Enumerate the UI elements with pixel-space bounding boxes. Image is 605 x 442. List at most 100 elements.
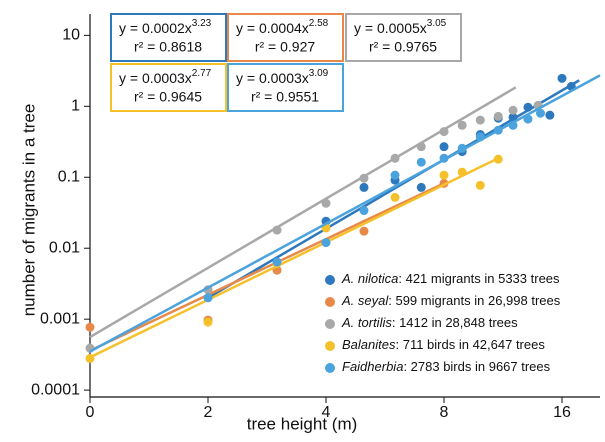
data-point — [508, 112, 518, 122]
legend-detail: : 421 migrants in 5333 trees — [398, 271, 560, 286]
data-point — [272, 257, 282, 267]
data-point — [493, 111, 503, 121]
data-point — [321, 238, 331, 248]
r-squared: r² = 0.927 — [255, 39, 316, 55]
y-tick-label: 1 — [71, 98, 80, 115]
fit-equation: y = 0.0003x2.77 — [119, 68, 212, 86]
x-tick-label: 0 — [86, 404, 95, 421]
fit-equation: y = 0.0002x3.23 — [119, 18, 212, 36]
data-point — [545, 110, 555, 120]
data-point — [535, 108, 545, 118]
r-squared: r² = 0.9645 — [134, 89, 202, 105]
fit-box — [227, 63, 344, 112]
legend-name: A. nilotica — [341, 271, 398, 286]
equation-exponent: 3.09 — [309, 68, 329, 79]
data-point — [359, 173, 369, 183]
legend-entry: Balanites: 711 birds in 42,647 trees — [342, 337, 545, 352]
data-point — [359, 226, 369, 236]
fit-box — [227, 13, 344, 62]
legend-marker — [325, 275, 335, 285]
data-point — [416, 182, 426, 192]
data-point — [203, 293, 213, 303]
y-tick-label: 0.001 — [40, 310, 80, 327]
fit-equation: y = 0.0003x3.09 — [236, 68, 329, 86]
equation-exponent: 2.77 — [192, 68, 212, 79]
x-tick-label: 2 — [204, 404, 213, 421]
data-point — [390, 153, 400, 163]
legend-marker — [325, 363, 335, 373]
fit-equation: y = 0.0005x3.05 — [354, 18, 447, 36]
y-tick-label: 0.0001 — [31, 381, 80, 398]
data-point — [508, 105, 518, 115]
fit-box — [110, 63, 227, 112]
data-point — [416, 142, 426, 152]
equation-exponent: 2.58 — [309, 18, 329, 29]
equation-text: y = 0.0003x — [236, 70, 309, 86]
data-point — [508, 120, 518, 130]
fit-equation: y = 0.0004x2.58 — [236, 18, 329, 36]
legend-detail: : 711 birds in 42,647 trees — [395, 337, 545, 352]
data-point — [457, 120, 467, 130]
legend-marker — [325, 297, 335, 307]
legend-entry: Faidherbia: 2783 birds in 9667 trees — [342, 359, 551, 374]
data-point — [475, 115, 485, 125]
data-point — [359, 182, 369, 192]
equation-text: y = 0.0002x — [119, 20, 192, 36]
fit-box — [110, 13, 227, 62]
data-point — [457, 143, 467, 153]
legend-entry: A. tortilis: 1412 in 28,848 trees — [341, 315, 518, 330]
y-tick-label: 10 — [62, 27, 80, 44]
data-point — [475, 180, 485, 190]
legend-detail: : 2783 birds in 9667 trees — [403, 359, 550, 374]
equation-text: y = 0.0005x — [354, 20, 427, 36]
equation-exponent: 3.23 — [192, 18, 212, 29]
fit-line — [89, 182, 445, 352]
data-point — [272, 225, 282, 235]
data-point — [321, 198, 331, 208]
data-point — [493, 154, 503, 164]
equation-exponent: 3.05 — [427, 18, 447, 29]
y-tick-label: 0.1 — [58, 168, 80, 185]
data-point — [557, 73, 567, 83]
legend-name: Faidherbia — [342, 359, 403, 374]
legend-detail: : 599 migrants in 26,998 trees — [388, 293, 560, 308]
legend-entry: A. seyal: 599 migrants in 26,998 trees — [341, 293, 561, 308]
data-point — [390, 192, 400, 202]
r-squared: r² = 0.8618 — [134, 39, 202, 55]
legend-name: A. seyal — [341, 293, 389, 308]
data-point — [439, 170, 449, 180]
data-point — [203, 317, 213, 327]
r-squared: r² = 0.9551 — [251, 89, 319, 105]
equation-text: y = 0.0003x — [119, 70, 192, 86]
data-point — [523, 114, 533, 124]
fit-line — [89, 74, 601, 353]
fit-line — [207, 79, 580, 299]
y-axis-label: number of migrants in a tree — [19, 104, 38, 317]
legend-name: A. tortilis — [341, 315, 392, 330]
data-point — [390, 170, 400, 180]
legend-detail: : 1412 in 28,848 trees — [392, 315, 518, 330]
data-point — [416, 157, 426, 167]
x-axis-label: tree height (m) — [247, 414, 358, 433]
equation-text: y = 0.0004x — [236, 20, 309, 36]
data-point — [475, 132, 485, 142]
data-point — [493, 125, 503, 135]
data-point — [523, 102, 533, 112]
y-tick-label: 0.01 — [49, 239, 80, 256]
r-squared: r² = 0.9765 — [369, 39, 437, 55]
data-point — [359, 206, 369, 216]
fit-box — [345, 13, 462, 62]
data-point — [439, 127, 449, 137]
data-point — [457, 167, 467, 177]
legend-entry: A. nilotica: 421 migrants in 5333 trees — [341, 271, 560, 286]
x-tick-label: 8 — [440, 404, 449, 421]
data-point — [85, 322, 95, 332]
legend-name: Balanites — [342, 337, 396, 352]
data-point — [439, 153, 449, 163]
legend-marker — [325, 319, 335, 329]
x-tick-label: 4 — [322, 404, 331, 421]
fit-line — [89, 157, 499, 359]
x-tick-label: 16 — [553, 404, 571, 421]
legend-marker — [325, 341, 335, 351]
